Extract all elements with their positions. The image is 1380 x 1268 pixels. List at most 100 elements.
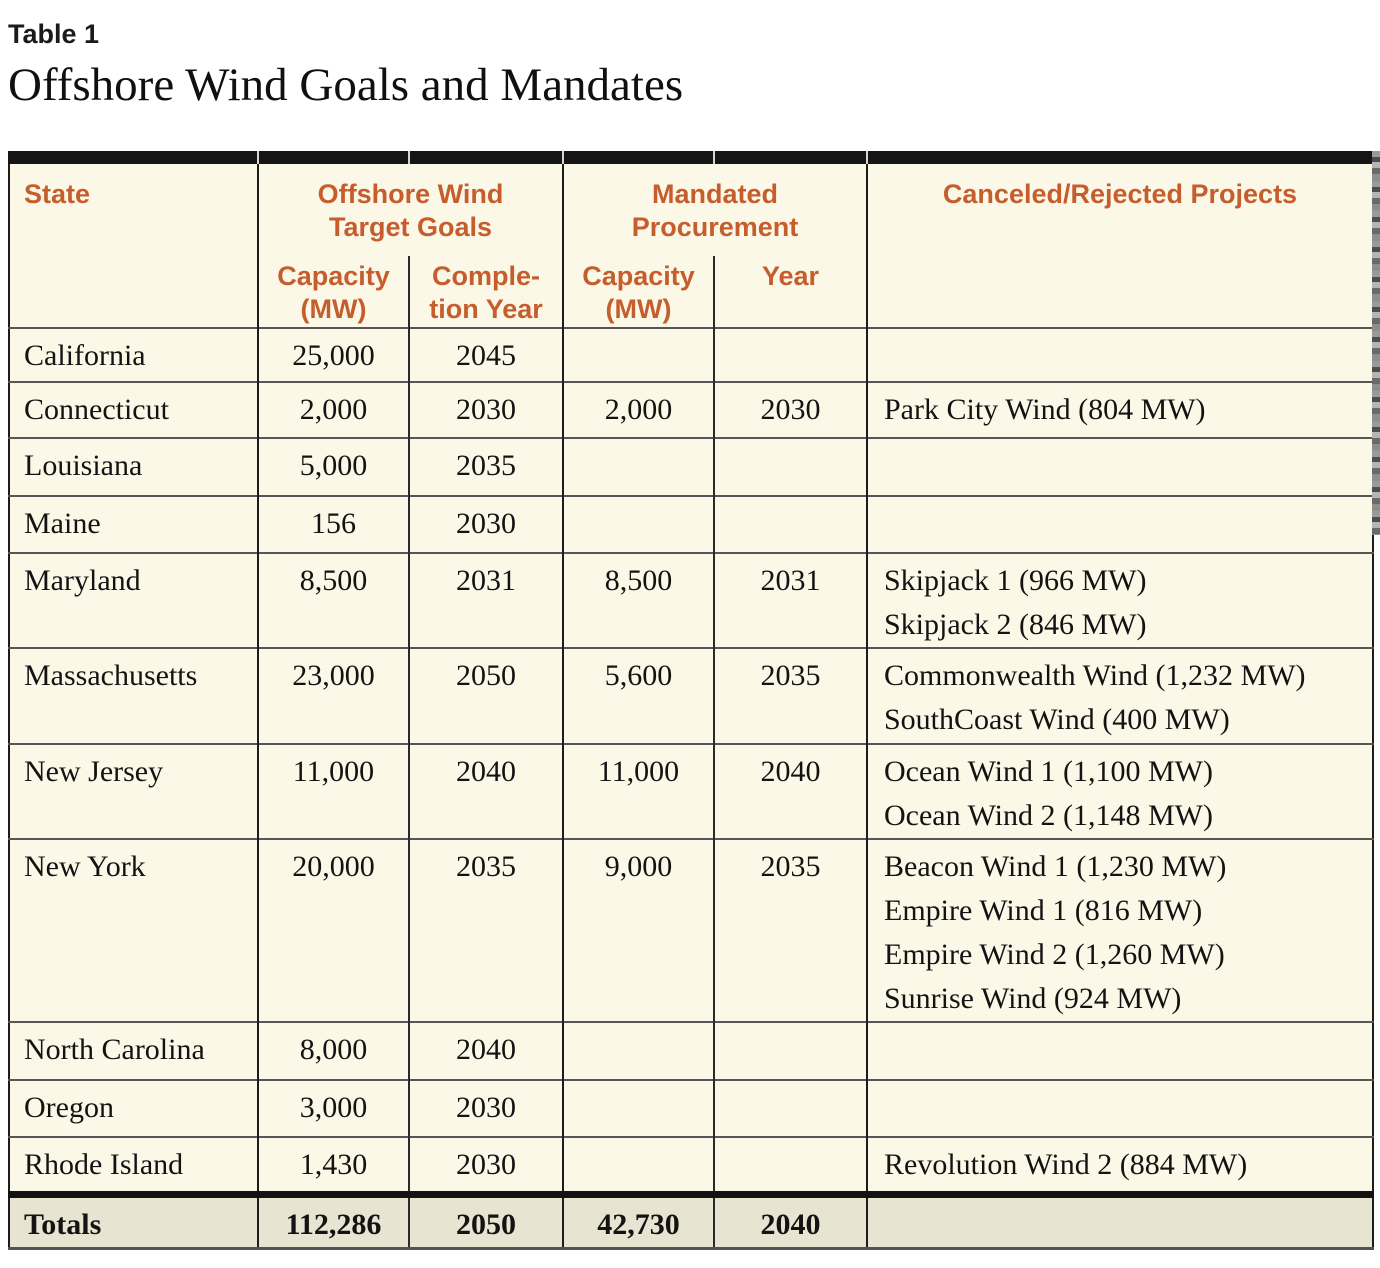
canceled-projects-cell <box>866 327 1373 382</box>
table-header: State Offshore Wind Target Goals Mandate… <box>9 164 1373 328</box>
target-capacity-cell: 11,000 <box>257 743 409 839</box>
mandate-year-cell <box>713 1136 867 1194</box>
state-cell: New Jersey <box>9 743 258 839</box>
table-footer: Totals 112,286 2050 42,730 2040 <box>9 1190 1373 1248</box>
mandate-year-cell: 2035 <box>713 647 867 744</box>
table-row: New York 20,000 2035 9,000 2035 Beacon W… <box>9 838 1373 1022</box>
target-capacity-cell: 8,000 <box>257 1021 409 1080</box>
target-year-cell: 2031 <box>408 552 563 648</box>
mandate-year-cell <box>713 437 867 496</box>
target-year-cell: 2030 <box>408 381 563 438</box>
table-body: California 25,000 2045 Connecticut 2,000… <box>9 327 1373 1194</box>
totals-target-year-cell: 2050 <box>408 1190 563 1248</box>
state-cell: Maine <box>9 495 258 553</box>
title-block: Table 1 Offshore Wind Goals and Mandates <box>8 18 1380 112</box>
table-row: New Jersey 11,000 2040 11,000 2040 Ocean… <box>9 743 1373 839</box>
mandate-year-subheader: Year <box>713 256 867 328</box>
mandate-capacity-cell <box>562 495 714 553</box>
target-capacity-cell: 8,500 <box>257 552 409 648</box>
mandate-year-cell: 2031 <box>713 552 867 648</box>
mandate-capacity-subheader: Capacity (MW) <box>562 256 714 328</box>
target-year-cell: 2030 <box>408 1136 563 1194</box>
target-year-cell: 2035 <box>408 437 563 496</box>
target-capacity-subheader: Capacity (MW) <box>257 256 409 328</box>
target-year-cell: 2030 <box>408 1079 563 1137</box>
canceled-projects-cell <box>866 1079 1373 1137</box>
table-row: North Carolina 8,000 2040 <box>9 1021 1373 1080</box>
top-border-gap <box>713 151 715 164</box>
table-row: Oregon 3,000 2030 <box>9 1079 1373 1137</box>
mandate-capacity-cell <box>562 437 714 496</box>
state-cell: Rhode Island <box>9 1136 258 1194</box>
state-cell: Massachusetts <box>9 647 258 744</box>
canceled-projects-cell <box>866 437 1373 496</box>
mandate-capacity-cell <box>562 327 714 382</box>
table-row: Massachusetts 23,000 2050 5,600 2035 Com… <box>9 647 1373 744</box>
mandate-capacity-cell: 5,600 <box>562 647 714 744</box>
target-capacity-cell: 25,000 <box>257 327 409 382</box>
mandate-year-cell <box>713 495 867 553</box>
mandate-capacity-cell <box>562 1021 714 1080</box>
state-cell: Connecticut <box>9 381 258 438</box>
totals-target-capacity-cell: 112,286 <box>257 1190 409 1248</box>
target-year-cell: 2040 <box>408 743 563 839</box>
state-cell: Maryland <box>9 552 258 648</box>
canceled-projects-cell: Skipjack 1 (966 MW) Skipjack 2 (846 MW) <box>866 552 1373 648</box>
target-capacity-cell: 20,000 <box>257 838 409 1022</box>
target-capacity-cell: 3,000 <box>257 1079 409 1137</box>
table-row: California 25,000 2045 <box>9 327 1373 382</box>
state-cell: Oregon <box>9 1079 258 1137</box>
state-cell: North Carolina <box>9 1021 258 1080</box>
canceled-projects-cell: Park City Wind (804 MW) <box>866 381 1373 438</box>
totals-mandate-capacity-cell: 42,730 <box>562 1190 714 1248</box>
canceled-projects-cell: Commonwealth Wind (1,232 MW) SouthCoast … <box>866 647 1373 744</box>
canceled-projects-cell: Revolution Wind 2 (884 MW) <box>866 1136 1373 1194</box>
table-top-border <box>8 151 1372 164</box>
mandate-capacity-cell <box>562 1136 714 1194</box>
target-year-cell: 2030 <box>408 495 563 553</box>
totals-mandate-year-cell: 2040 <box>713 1190 867 1248</box>
completion-year-subheader: Comple- tion Year <box>408 256 563 328</box>
totals-canceled-cell <box>866 1190 1373 1248</box>
mandate-capacity-cell: 9,000 <box>562 838 714 1022</box>
top-border-gap <box>257 151 259 164</box>
table-row: Louisiana 5,000 2035 <box>9 437 1373 496</box>
page-edge-artifact <box>1372 151 1380 535</box>
target-year-cell: 2045 <box>408 327 563 382</box>
table-row: Maine 156 2030 <box>9 495 1373 553</box>
mandate-year-cell <box>713 1021 867 1080</box>
target-capacity-cell: 1,430 <box>257 1136 409 1194</box>
page-title: Offshore Wind Goals and Mandates <box>8 59 684 111</box>
target-goals-group-header: Offshore Wind Target Goals <box>257 164 563 256</box>
totals-row: Totals 112,286 2050 42,730 2040 <box>9 1190 1373 1248</box>
state-cell: Louisiana <box>9 437 258 496</box>
mandate-year-cell: 2035 <box>713 838 867 1022</box>
state-cell: New York <box>9 838 258 1022</box>
canceled-projects-cell <box>866 1021 1373 1080</box>
target-capacity-cell: 2,000 <box>257 381 409 438</box>
state-cell: California <box>9 327 258 382</box>
mandate-capacity-cell: 11,000 <box>562 743 714 839</box>
mandate-capacity-cell: 8,500 <box>562 552 714 648</box>
target-year-cell: 2040 <box>408 1021 563 1080</box>
table-label: Table 1 <box>8 19 100 49</box>
table-row: Rhode Island 1,430 2030 Revolution Wind … <box>9 1136 1373 1194</box>
top-border-gap <box>562 151 564 164</box>
mandate-year-cell: 2040 <box>713 743 867 839</box>
state-column-header: State <box>24 179 91 209</box>
table-row: Connecticut 2,000 2030 2,000 2030 Park C… <box>9 381 1373 438</box>
mandated-procurement-group-header: Mandated Procurement <box>562 164 867 256</box>
canceled-projects-cell <box>866 495 1373 553</box>
mandate-capacity-cell: 2,000 <box>562 381 714 438</box>
canceled-projects-cell: Beacon Wind 1 (1,230 MW) Empire Wind 1 (… <box>866 838 1373 1022</box>
top-border-gap <box>408 151 410 164</box>
table-row: Maryland 8,500 2031 8,500 2031 Skipjack … <box>9 552 1373 648</box>
target-capacity-cell: 156 <box>257 495 409 553</box>
canceled-projects-cell: Ocean Wind 1 (1,100 MW) Ocean Wind 2 (1,… <box>866 743 1373 839</box>
target-capacity-cell: 23,000 <box>257 647 409 744</box>
canceled-projects-column-header: Canceled/Rejected Projects <box>866 164 1373 328</box>
mandate-capacity-cell <box>562 1079 714 1137</box>
mandate-year-cell <box>713 327 867 382</box>
target-capacity-cell: 5,000 <box>257 437 409 496</box>
top-border-gap <box>866 151 868 164</box>
